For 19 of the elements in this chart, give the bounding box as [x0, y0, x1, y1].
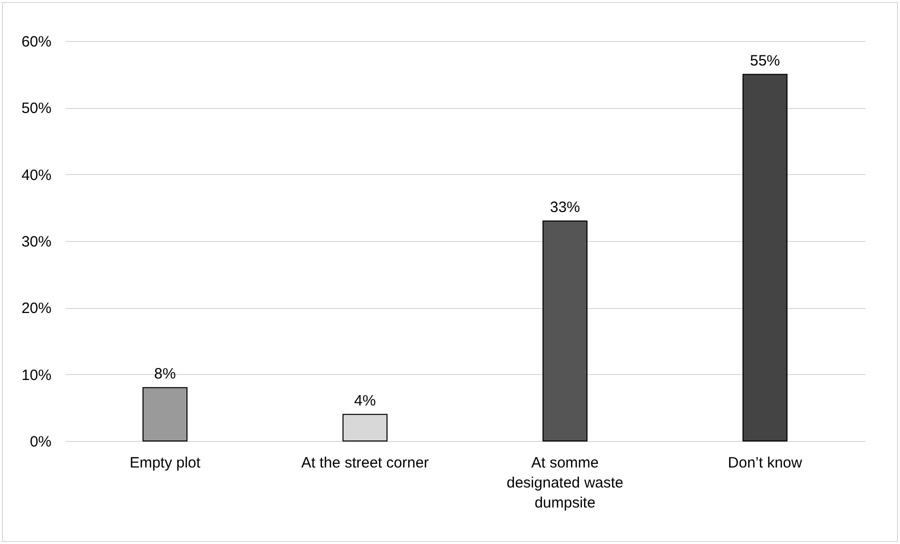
data-label: 33% — [550, 199, 580, 216]
bar — [342, 414, 388, 442]
y-tick-label: 30% — [21, 234, 52, 250]
bar — [142, 387, 188, 442]
bar — [542, 220, 588, 442]
bar — [742, 74, 788, 442]
y-tick-label: 0% — [30, 434, 52, 450]
x-tick-label: At somme designated waste dumpsite — [506, 454, 624, 512]
y-tick-label: 10% — [21, 366, 52, 384]
y-tick-label: 50% — [21, 100, 52, 118]
data-label: 55% — [750, 52, 780, 70]
y-tick-label: 20% — [21, 300, 52, 318]
x-tick-label: Empty plot — [130, 454, 202, 472]
x-tick-label: At the street corner — [301, 454, 429, 472]
x-tick-label: Don’t know — [728, 454, 802, 472]
y-tick-label: 40% — [21, 166, 52, 184]
data-label: 8% — [154, 366, 176, 383]
y-tick-label: 60% — [21, 34, 52, 50]
data-label: 4% — [354, 392, 376, 410]
